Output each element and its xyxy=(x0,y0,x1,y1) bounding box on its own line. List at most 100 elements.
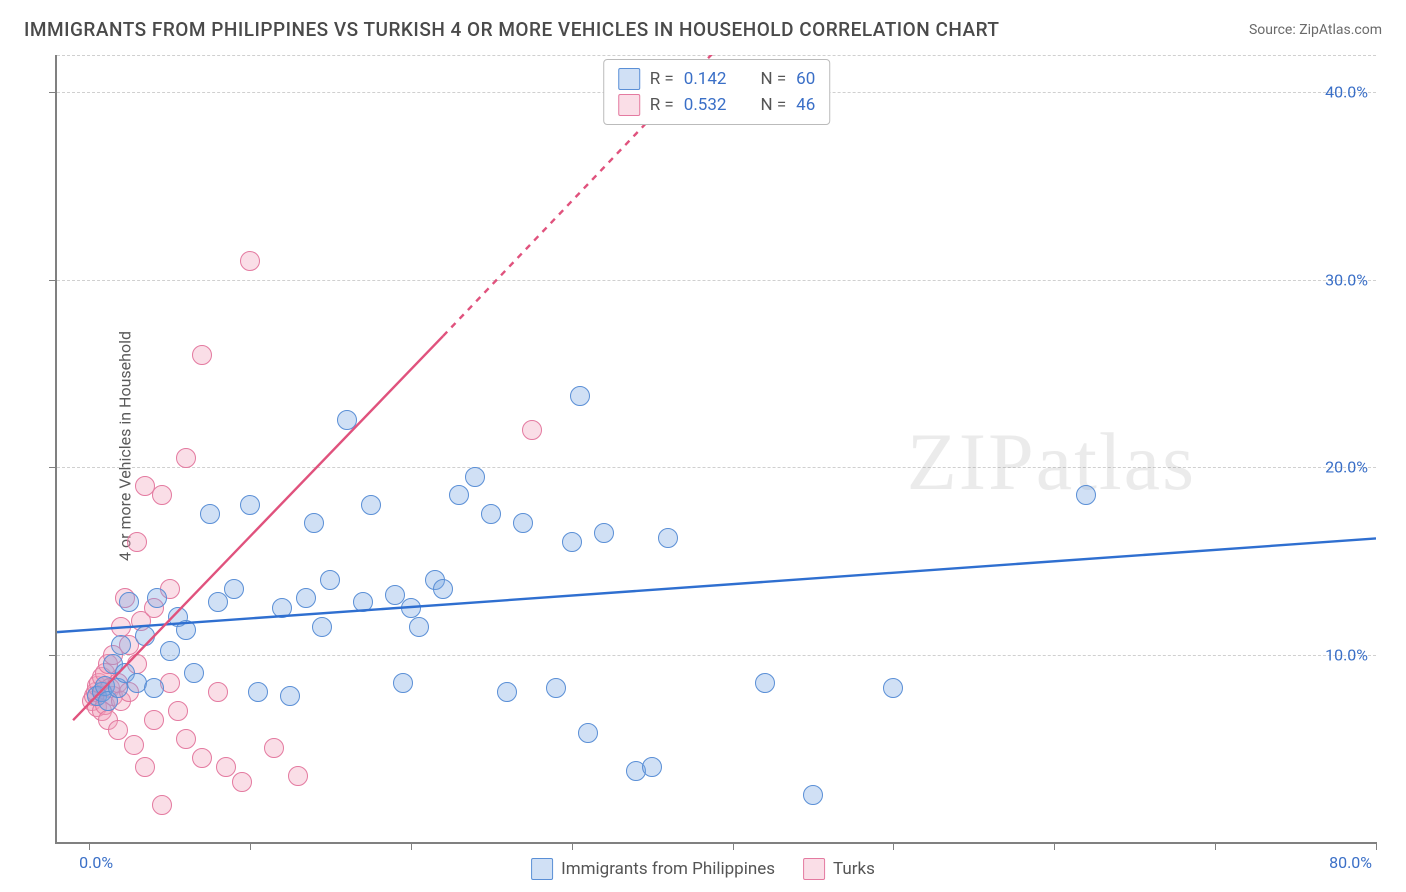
data-point xyxy=(320,570,340,590)
data-point xyxy=(361,495,381,515)
legend-row-turks: R = 0.532 N = 46 xyxy=(618,92,816,118)
gridline xyxy=(57,55,1376,56)
gridline xyxy=(57,280,1376,281)
data-point xyxy=(280,686,300,706)
data-point xyxy=(337,410,357,430)
data-point xyxy=(124,735,144,755)
data-point xyxy=(176,729,196,749)
data-point xyxy=(803,785,823,805)
series-label: Immigrants from Philippines xyxy=(561,859,775,879)
x-tick-mark xyxy=(89,842,90,850)
data-point xyxy=(578,723,598,743)
y-tick-label: 20.0% xyxy=(1325,458,1368,477)
data-point xyxy=(409,617,429,637)
data-point xyxy=(152,485,172,505)
data-point xyxy=(160,641,180,661)
data-point xyxy=(755,673,775,693)
series-label: Turks xyxy=(833,859,875,879)
data-point xyxy=(168,701,188,721)
data-point xyxy=(208,592,228,612)
data-point xyxy=(304,513,324,533)
data-point xyxy=(562,532,582,552)
swatch-icon xyxy=(531,858,553,880)
x-tick-mark xyxy=(893,842,894,850)
data-point xyxy=(1076,485,1096,505)
data-point xyxy=(111,635,131,655)
source-attribution: Source: ZipAtlas.com xyxy=(1249,22,1382,38)
data-point xyxy=(192,345,212,365)
x-tick-mark xyxy=(411,842,412,850)
x-tick-mark xyxy=(1215,842,1216,850)
data-point xyxy=(497,682,517,702)
data-point xyxy=(353,592,373,612)
y-tick-label: 30.0% xyxy=(1325,270,1368,289)
data-point xyxy=(433,579,453,599)
data-point xyxy=(176,620,196,640)
swatch-icon xyxy=(803,858,825,880)
data-point xyxy=(465,467,485,487)
data-point xyxy=(224,579,244,599)
data-point xyxy=(111,617,131,637)
series-legend: Immigrants from Philippines Turks xyxy=(531,858,875,880)
n-value: 46 xyxy=(796,95,815,115)
data-point xyxy=(144,678,164,698)
y-tick-mark xyxy=(49,280,57,281)
data-point xyxy=(522,420,542,440)
data-point xyxy=(208,682,228,702)
n-label: N = xyxy=(760,69,786,89)
r-value: 0.532 xyxy=(684,95,727,115)
y-tick-label: 10.0% xyxy=(1325,645,1368,664)
data-point xyxy=(264,738,284,758)
data-point xyxy=(240,495,260,515)
data-point xyxy=(192,748,212,768)
data-point xyxy=(288,766,308,786)
swatch-icon xyxy=(618,94,640,116)
data-point xyxy=(216,757,236,777)
r-label: R = xyxy=(650,95,674,115)
correlation-legend: R = 0.142 N = 60 R = 0.532 N = 46 xyxy=(603,59,831,125)
data-point xyxy=(135,757,155,777)
data-point xyxy=(232,772,252,792)
legend-item-philippines: Immigrants from Philippines xyxy=(531,858,775,880)
gridline xyxy=(57,655,1376,656)
data-point xyxy=(200,504,220,524)
y-tick-mark xyxy=(49,655,57,656)
plot-area: ZIPatlas R = 0.142 N = 60 R = 0.532 N = … xyxy=(55,55,1376,844)
data-point xyxy=(296,588,316,608)
chart-container: IMMIGRANTS FROM PHILIPPINES VS TURKISH 4… xyxy=(0,0,1406,892)
legend-row-philippines: R = 0.142 N = 60 xyxy=(618,66,816,92)
data-point xyxy=(272,598,292,618)
y-tick-label: 40.0% xyxy=(1325,83,1368,102)
y-tick-mark xyxy=(49,467,57,468)
data-point xyxy=(449,485,469,505)
data-point xyxy=(119,592,139,612)
x-tick-label: 80.0% xyxy=(1329,853,1372,872)
data-point xyxy=(658,528,678,548)
data-point xyxy=(152,795,172,815)
data-point xyxy=(570,386,590,406)
data-point xyxy=(144,710,164,730)
data-point xyxy=(513,513,533,533)
r-value: 0.142 xyxy=(684,69,727,89)
data-point xyxy=(248,682,268,702)
r-label: R = xyxy=(650,69,674,89)
x-tick-mark xyxy=(572,842,573,850)
n-label: N = xyxy=(760,95,786,115)
n-value: 60 xyxy=(796,69,815,89)
data-point xyxy=(108,720,128,740)
data-point xyxy=(642,757,662,777)
x-tick-mark xyxy=(250,842,251,850)
chart-title: IMMIGRANTS FROM PHILIPPINES VS TURKISH 4… xyxy=(24,18,1000,41)
x-tick-mark xyxy=(1376,842,1377,850)
watermark-text: ZIPatlas xyxy=(907,415,1196,509)
x-tick-mark xyxy=(733,842,734,850)
legend-item-turks: Turks xyxy=(803,858,875,880)
data-point xyxy=(481,504,501,524)
y-tick-mark xyxy=(49,92,57,93)
data-point xyxy=(147,588,167,608)
x-tick-mark xyxy=(1054,842,1055,850)
data-point xyxy=(184,663,204,683)
data-point xyxy=(176,448,196,468)
data-point xyxy=(594,523,614,543)
swatch-icon xyxy=(618,68,640,90)
